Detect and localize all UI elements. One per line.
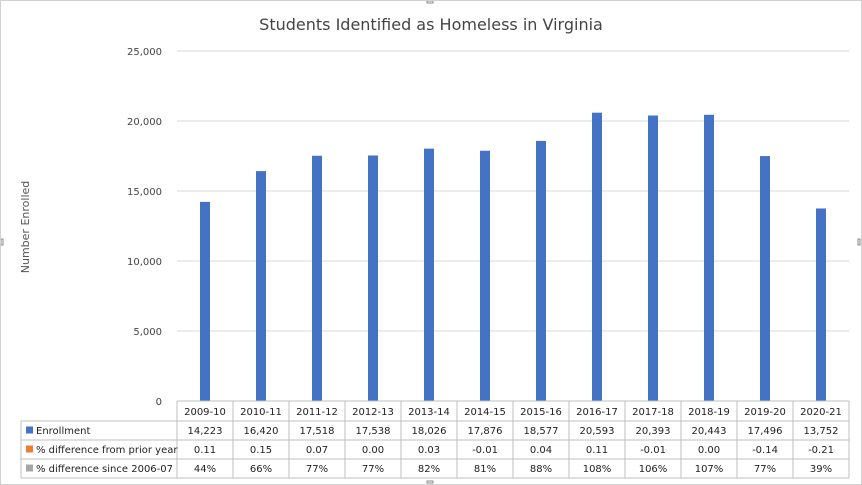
data-label: 77% xyxy=(362,464,384,475)
bar xyxy=(536,140,546,401)
legend-entry: % difference since 2006-07 xyxy=(36,464,173,475)
bars xyxy=(200,112,826,402)
data-label: 106% xyxy=(639,464,668,475)
resize-handle-bottom[interactable] xyxy=(426,480,434,484)
x-tick-label: 2012-13 xyxy=(352,407,394,418)
bar xyxy=(760,156,770,401)
bar xyxy=(648,115,658,402)
data-label: 107% xyxy=(695,464,724,475)
data-label: 0.11 xyxy=(194,445,216,456)
data-label: 0.04 xyxy=(530,445,552,456)
bar xyxy=(424,148,434,401)
data-label: 0.00 xyxy=(362,445,384,456)
bar xyxy=(480,150,490,401)
data-label: 14,223 xyxy=(188,426,223,437)
x-tick-label: 2013-14 xyxy=(408,407,450,418)
bar xyxy=(312,155,322,401)
bar xyxy=(592,112,602,401)
data-label: 82% xyxy=(418,464,440,475)
y-axis-label: Number Enrolled xyxy=(19,181,32,273)
data-label: 88% xyxy=(530,464,552,475)
resize-handle-right[interactable] xyxy=(857,238,861,246)
data-label: 17,496 xyxy=(748,426,783,437)
data-label: 13,752 xyxy=(804,426,839,437)
x-tick-label: 2014-15 xyxy=(464,407,506,418)
x-tick-label: 2018-19 xyxy=(688,407,730,418)
x-tick-label: 2011-12 xyxy=(296,407,338,418)
y-axis-ticks: 0 5,000 10,000 15,000 20,000 25,000 xyxy=(127,47,162,408)
legend-entry: Enrollment xyxy=(36,426,90,437)
resize-handle-top[interactable] xyxy=(426,1,434,4)
data-label: 20,593 xyxy=(580,426,615,437)
chart-title: Students Identified as Homeless in Virgi… xyxy=(259,15,603,34)
data-label: 0.00 xyxy=(698,445,720,456)
bar xyxy=(256,171,266,401)
x-tick-label: 2019-20 xyxy=(744,407,786,418)
data-label: 77% xyxy=(306,464,328,475)
data-label: 108% xyxy=(583,464,612,475)
bar xyxy=(368,155,378,401)
y-tick-label: 10,000 xyxy=(127,257,162,268)
x-tick-label: 2010-11 xyxy=(240,407,282,418)
x-tick-label: 2016-17 xyxy=(576,407,618,418)
bar xyxy=(200,201,210,401)
data-label: 81% xyxy=(474,464,496,475)
y-tick-label: 25,000 xyxy=(127,47,162,58)
y-tick-label: 20,000 xyxy=(127,117,162,128)
data-label: -0.01 xyxy=(472,445,498,456)
data-label: 39% xyxy=(810,464,832,475)
data-label: 17,876 xyxy=(468,426,503,437)
x-tick-label: 2020-21 xyxy=(800,407,842,418)
y-tick-label: 0 xyxy=(156,397,162,408)
data-label: 20,443 xyxy=(692,426,727,437)
bar xyxy=(816,208,826,401)
x-tick-label: 2017-18 xyxy=(632,407,674,418)
data-label: 16,420 xyxy=(244,426,279,437)
x-tick-label: 2015-16 xyxy=(520,407,562,418)
y-tick-label: 15,000 xyxy=(127,187,162,198)
legend-key xyxy=(26,464,33,472)
y-tick-label: 5,000 xyxy=(133,327,162,338)
legend-entry: % difference from prior year xyxy=(36,445,178,456)
gridlines xyxy=(177,50,849,332)
data-table: 2009-10 2010-11 2011-12 2012-13 2013-14 2014-… xyxy=(20,400,850,479)
data-label: 17,518 xyxy=(300,426,335,437)
data-label: 0.11 xyxy=(586,445,608,456)
resize-handle-left[interactable] xyxy=(1,238,4,246)
data-label: 0.07 xyxy=(306,445,328,456)
data-label: 77% xyxy=(754,464,776,475)
data-label: 17,538 xyxy=(356,426,391,437)
legend-key xyxy=(26,445,33,453)
data-label: 20,393 xyxy=(636,426,671,437)
x-tick-label: 2009-10 xyxy=(184,407,226,418)
data-label: 66% xyxy=(250,464,272,475)
data-label: 0.03 xyxy=(418,445,440,456)
data-label: 44% xyxy=(194,464,216,475)
bar xyxy=(704,114,714,401)
data-label: 18,577 xyxy=(524,426,559,437)
data-label: -0.14 xyxy=(752,445,778,456)
data-label: -0.21 xyxy=(808,445,834,456)
data-label: 0.15 xyxy=(250,445,272,456)
data-label: -0.01 xyxy=(640,445,666,456)
legend-key xyxy=(26,426,33,434)
data-label: 18,026 xyxy=(412,426,447,437)
